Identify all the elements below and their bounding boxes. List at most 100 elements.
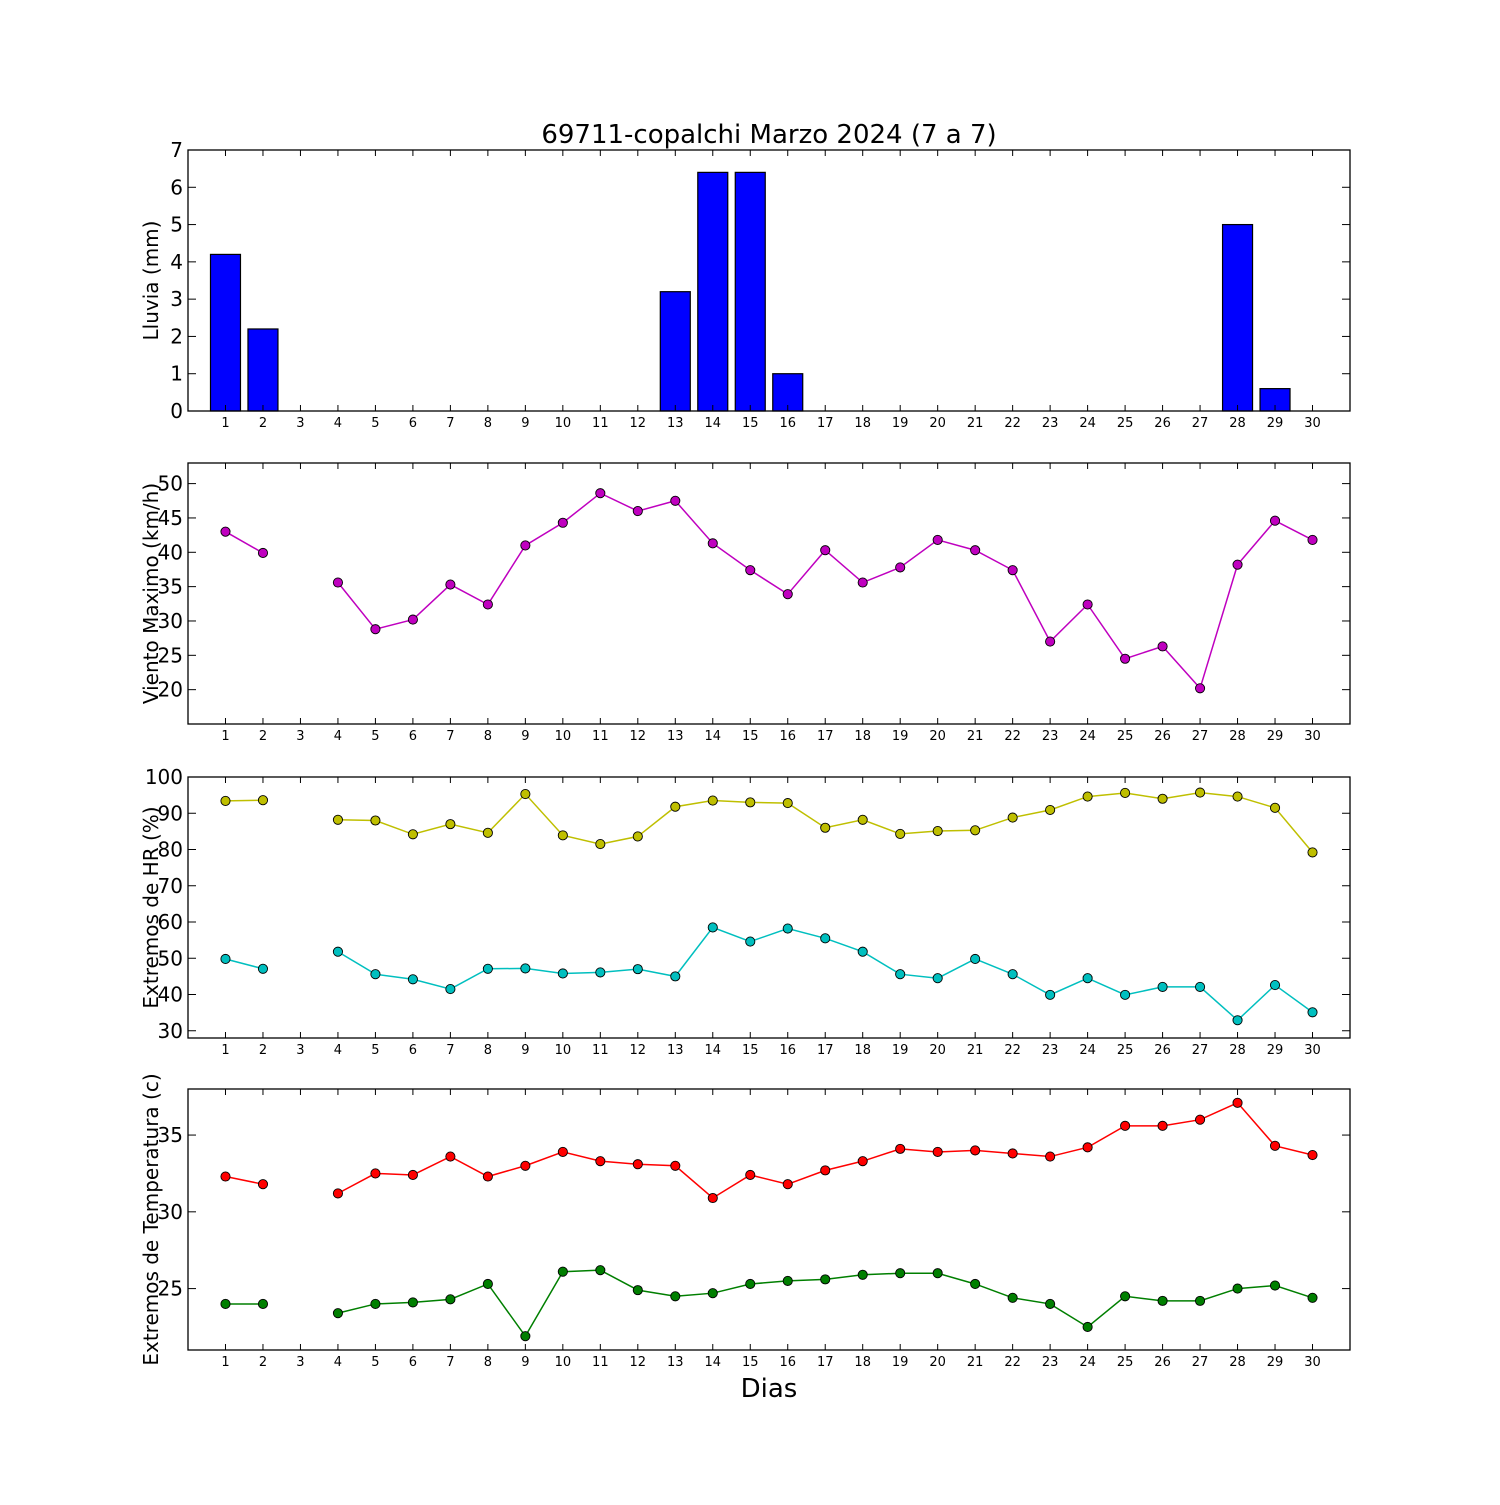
series-1-point-day-11 bbox=[595, 1156, 606, 1167]
x-tick-label: 20 bbox=[929, 416, 946, 431]
series-1-point-day-13 bbox=[670, 801, 681, 812]
x-tick-label: 9 bbox=[521, 729, 529, 744]
series-1-point-day-10 bbox=[557, 830, 568, 841]
bar-day-1 bbox=[209, 253, 242, 412]
series-2-point-day-26 bbox=[1157, 981, 1168, 992]
x-tick-label: 30 bbox=[1304, 1355, 1321, 1370]
x-tick-label: 7 bbox=[446, 729, 454, 744]
y-tick-label: 35 bbox=[158, 1123, 183, 1147]
x-tick-label: 16 bbox=[779, 1355, 796, 1370]
series-1-point-day-27 bbox=[1195, 683, 1206, 694]
series-1-point-day-22 bbox=[1007, 812, 1018, 823]
series-2-point-day-11 bbox=[595, 1265, 606, 1276]
series-1-point-day-11 bbox=[595, 488, 606, 499]
x-tick-label: 5 bbox=[371, 416, 379, 431]
series-1-point-day-15 bbox=[745, 565, 756, 576]
series-2-point-day-30 bbox=[1307, 1007, 1318, 1018]
y-tick-label: 7 bbox=[170, 138, 183, 162]
series-2-point-day-28 bbox=[1232, 1015, 1243, 1026]
x-tick-label: 3 bbox=[296, 1043, 304, 1058]
panel-frame bbox=[187, 462, 1351, 725]
x-tick-label: 15 bbox=[742, 1355, 759, 1370]
y-tick-label: 40 bbox=[158, 540, 183, 564]
x-tick-label: 21 bbox=[967, 1355, 984, 1370]
series-2-point-day-21 bbox=[970, 1278, 981, 1290]
series-1-point-day-7 bbox=[445, 579, 456, 590]
series-1-point-day-21 bbox=[970, 825, 981, 836]
series-1-point-day-27 bbox=[1195, 787, 1206, 798]
y-tick-label: 6 bbox=[170, 175, 183, 199]
series-2-point-day-23 bbox=[1045, 989, 1056, 1000]
series-2-point-day-20 bbox=[932, 973, 943, 984]
series-1-point-day-22 bbox=[1007, 565, 1018, 576]
series-1-point-day-21 bbox=[970, 1145, 981, 1156]
x-tick-label: 14 bbox=[705, 1043, 722, 1058]
series-1-point-day-17 bbox=[820, 1165, 831, 1176]
series-1-line-segment-1 bbox=[225, 799, 263, 802]
series-2-point-day-8 bbox=[482, 1278, 493, 1290]
x-tick-label: 27 bbox=[1192, 416, 1209, 431]
series-2-point-day-10 bbox=[557, 968, 568, 979]
y-axis-label: Extremos de HR (%) bbox=[139, 806, 163, 1008]
series-2-point-day-23 bbox=[1045, 1298, 1056, 1309]
series-2-point-day-18 bbox=[857, 946, 868, 957]
series-1-point-day-20 bbox=[932, 534, 943, 545]
chart-title: 69711-copalchi Marzo 2024 (7 a 7) bbox=[541, 120, 996, 150]
x-tick-label: 11 bbox=[592, 1355, 609, 1370]
y-tick-label: 5 bbox=[170, 213, 183, 237]
x-tick-label: 24 bbox=[1079, 1355, 1096, 1370]
series-1-point-day-5 bbox=[370, 624, 381, 635]
series-1-point-day-23 bbox=[1045, 804, 1056, 816]
x-tick-label: 28 bbox=[1229, 729, 1246, 744]
y-tick-label: 30 bbox=[158, 1200, 183, 1224]
series-1-point-day-16 bbox=[782, 589, 793, 600]
series-1-point-day-12 bbox=[632, 831, 643, 842]
series-1-point-day-26 bbox=[1157, 1120, 1168, 1131]
x-tick-label: 18 bbox=[854, 1043, 871, 1058]
x-tick-label: 25 bbox=[1117, 1355, 1134, 1370]
series-2-point-day-14 bbox=[707, 922, 718, 933]
series-1-point-day-6 bbox=[407, 614, 418, 625]
x-tick-label: 2 bbox=[259, 1043, 267, 1058]
series-1-point-day-25 bbox=[1120, 653, 1131, 664]
bar-day-2 bbox=[247, 328, 279, 412]
series-2-point-day-1 bbox=[220, 953, 231, 965]
x-tick-label: 19 bbox=[892, 729, 909, 744]
series-1-point-day-4 bbox=[332, 577, 343, 588]
bar-day-14 bbox=[697, 171, 729, 412]
x-tick-label: 25 bbox=[1117, 1043, 1134, 1058]
y-tick-label: 50 bbox=[158, 472, 183, 496]
series-1-point-day-4 bbox=[332, 814, 343, 825]
bar-day-16 bbox=[772, 373, 804, 412]
series-2-point-day-24 bbox=[1082, 1321, 1093, 1333]
x-tick-label: 29 bbox=[1267, 1355, 1284, 1370]
series-2-point-day-25 bbox=[1120, 1291, 1131, 1302]
x-tick-label: 15 bbox=[742, 1043, 759, 1058]
x-tick-label: 6 bbox=[409, 729, 417, 744]
series-2-point-day-16 bbox=[782, 923, 793, 934]
x-tick-label: 14 bbox=[705, 1355, 722, 1370]
x-tick-label: 21 bbox=[967, 1043, 984, 1058]
series-2-point-day-27 bbox=[1195, 1295, 1206, 1306]
series-1-point-day-14 bbox=[707, 538, 718, 549]
x-tick-label: 28 bbox=[1229, 1043, 1246, 1058]
x-tick-label: 9 bbox=[521, 1355, 529, 1370]
y-tick-label: 30 bbox=[158, 1019, 183, 1043]
x-tick-label: 13 bbox=[667, 1355, 684, 1370]
x-tick-label: 18 bbox=[854, 729, 871, 744]
series-2-point-day-29 bbox=[1269, 980, 1281, 991]
series-2-point-day-16 bbox=[782, 1275, 793, 1286]
x-tick-label: 3 bbox=[296, 729, 304, 744]
series-1-point-day-21 bbox=[970, 545, 981, 556]
series-2-point-day-28 bbox=[1232, 1283, 1243, 1294]
series-1-point-day-30 bbox=[1307, 534, 1318, 545]
series-1-point-day-1 bbox=[220, 526, 231, 537]
x-tick-label: 17 bbox=[817, 729, 834, 744]
series-1-point-day-19 bbox=[895, 1143, 906, 1154]
series-1-point-day-28 bbox=[1232, 559, 1243, 570]
series-1-point-day-20 bbox=[932, 825, 943, 837]
x-tick-label: 24 bbox=[1079, 729, 1096, 744]
